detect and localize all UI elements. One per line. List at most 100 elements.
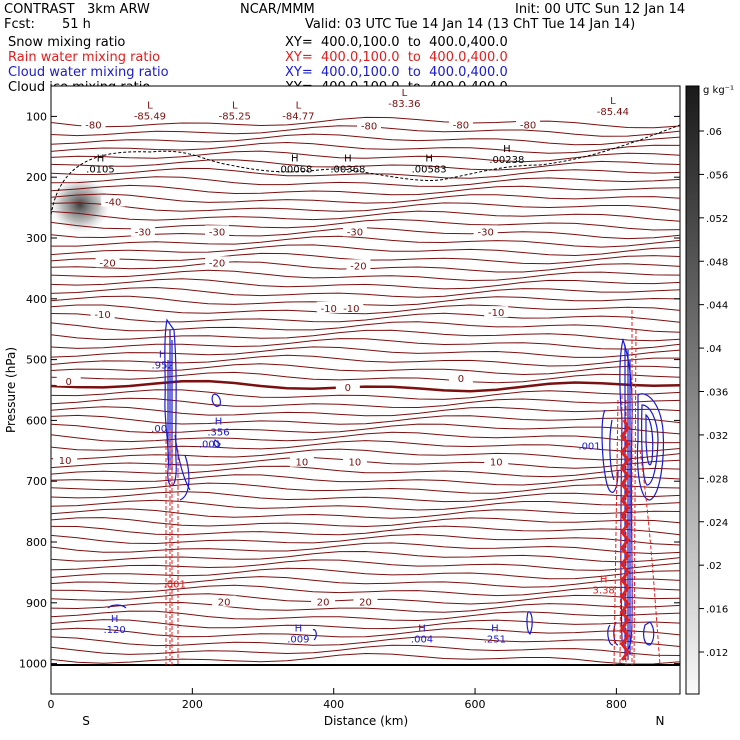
isotherm-label-bg — [90, 308, 115, 319]
isotherm-line — [51, 525, 680, 536]
colorbar-unit: g kg⁻¹ — [703, 85, 734, 96]
isotherm-line — [51, 150, 680, 163]
high-marker: H — [97, 153, 105, 164]
isotherm-line — [51, 414, 680, 425]
isotherm-line — [51, 329, 680, 342]
low-marker: L — [232, 100, 238, 111]
temperature-contours — [51, 116, 680, 665]
isotherm-label-bg — [212, 595, 237, 607]
low-marker: L — [296, 100, 302, 111]
high-marker: H — [491, 623, 499, 634]
isotherm-label-bg — [342, 225, 367, 237]
isotherm-label: -10 — [343, 304, 359, 315]
isotherm-line — [51, 533, 680, 546]
extremum-value: .00238 — [489, 155, 524, 166]
colorbar-tick-label: .04 — [706, 344, 722, 355]
isotherm-line — [51, 389, 680, 400]
isotherm-line — [51, 176, 680, 187]
isotherm-label-bg — [357, 119, 382, 131]
isotherm-label-bg — [56, 374, 81, 386]
extremum-value: .00368 — [330, 164, 365, 175]
isotherm-label-bg — [353, 595, 378, 607]
y-tick-label: 200 — [26, 171, 47, 184]
colorbar-tick-label: .044 — [706, 301, 728, 312]
isotherm-line — [51, 304, 680, 315]
isotherm-line — [51, 371, 680, 384]
isotherm-line — [51, 167, 680, 179]
isotherm-line — [51, 559, 680, 571]
isotherm-label: -20 — [350, 261, 366, 272]
high-marker: H — [215, 417, 223, 428]
high-marker: H — [159, 350, 167, 361]
colorbar-tick-label: .048 — [706, 257, 728, 268]
isotherm-label: 10 — [349, 458, 362, 469]
isotherm-line — [51, 338, 680, 350]
isotherm-line — [51, 218, 680, 231]
y-tick-label: 1000 — [19, 658, 47, 671]
isotherm-line — [51, 210, 680, 222]
colorbar-tick-label: .028 — [706, 474, 728, 485]
isotherm-label: -10 — [321, 304, 337, 315]
isotherm-label-bg — [81, 118, 106, 130]
isotherm-line — [51, 116, 680, 129]
isotherm-label: 20 — [218, 598, 231, 609]
x-tick-label: 0 — [48, 698, 55, 711]
isotherm-line — [51, 491, 680, 503]
extremum-value: .00 — [151, 424, 167, 435]
isotherm-label-bg — [289, 455, 314, 467]
isotherm-label: -80 — [453, 120, 469, 131]
isotherm-line — [51, 448, 680, 461]
legend-snow-xy: XY= 400.0,100.0 to 400.0,400.0 — [285, 35, 508, 50]
extremum-value: .004 — [411, 634, 433, 645]
extremum-value: .001 — [164, 580, 186, 591]
isotherm-line — [51, 193, 680, 204]
isotherm-line — [51, 159, 680, 171]
extremum-value: .0105 — [86, 164, 115, 175]
extremum-value: -85.44 — [597, 107, 629, 118]
colorbar-tick-label: .012 — [706, 648, 728, 659]
low-cloud-water-contours — [107, 604, 533, 641]
isotherm-line — [51, 321, 680, 333]
isotherm-line — [51, 133, 680, 146]
legend-cloud-water-xy: XY= 400.0,100.0 to 400.0,400.0 — [285, 65, 508, 80]
isotherm-line — [51, 644, 680, 656]
high-marker: H — [111, 614, 119, 625]
colorbar-tick-label: .06 — [706, 127, 722, 138]
extremum-value: .009 — [287, 634, 309, 645]
isotherm-line — [51, 508, 680, 519]
y-tick-label: 900 — [26, 597, 47, 610]
colorbar-tick-label: .032 — [706, 431, 728, 442]
y-axis-label: Pressure (hPa) — [4, 347, 18, 433]
isotherm-label-bg — [130, 225, 155, 237]
right-rain-core — [620, 419, 630, 661]
isotherm-label-bg — [516, 118, 541, 130]
isotherm-line — [51, 482, 680, 494]
isotherm-label-bg — [316, 301, 341, 313]
isotherm-label: 10 — [490, 458, 503, 469]
high-marker: H — [295, 623, 303, 634]
low-marker: L — [610, 96, 616, 107]
isotherm-line — [51, 354, 680, 367]
isotherm-label: 0 — [65, 377, 71, 388]
high-marker: H — [503, 144, 511, 155]
isotherm-label: 20 — [359, 598, 372, 609]
isotherm-label: -10 — [94, 310, 110, 321]
valid-time: Valid: 03 UTC Tue 14 Jan 14 (13 ChT Tue … — [305, 17, 636, 32]
temperature-labels: -80 -80 -80 -80-40-30 -30 -30 -30-20 -20 -20-10-… — [53, 118, 541, 609]
isotherm-label-bg — [205, 225, 230, 237]
isotherm-label: -80 — [520, 120, 536, 131]
extrema-labels: L-85.49L-85.25L-84.77L-83.36 L-85.44H.010… — [86, 88, 629, 645]
isotherm-label-bg — [53, 453, 78, 465]
isotherm-line — [51, 517, 680, 528]
isotherm-line — [51, 244, 680, 257]
isotherm-line — [51, 295, 680, 307]
isotherm-label-bg — [101, 195, 126, 207]
y-tick-label: 500 — [26, 354, 47, 367]
isotherm-label: 10 — [59, 456, 72, 467]
isotherm-label: -40 — [105, 198, 121, 209]
high-marker: H — [344, 153, 352, 164]
north-label: N — [656, 714, 665, 728]
isotherm-line — [51, 363, 680, 376]
isotherm-line — [51, 202, 680, 212]
isotherm-line — [51, 431, 680, 444]
